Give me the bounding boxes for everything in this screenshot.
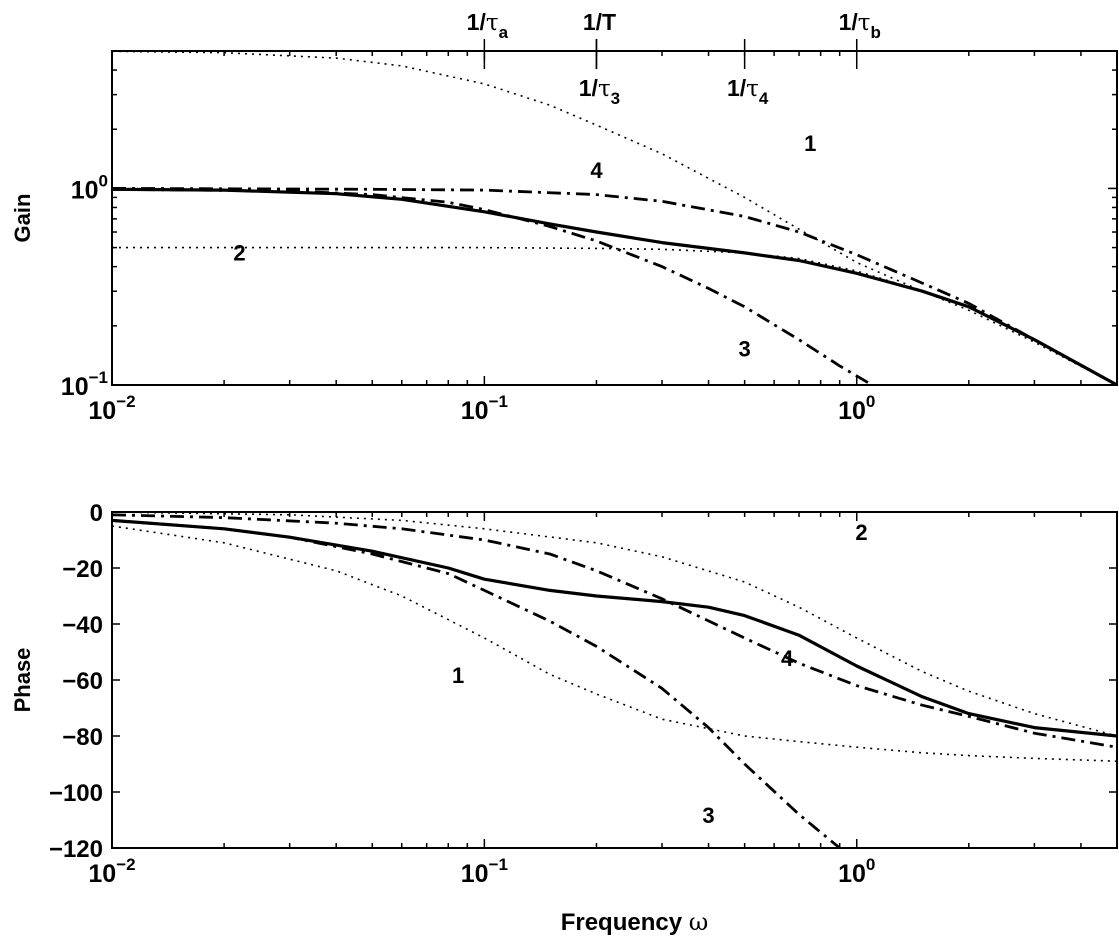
series-group [112,51,1117,385]
x-tick-label: 100 [838,855,875,888]
y-tick-label: −100 [49,780,103,807]
series-line-curve-4 [112,513,1117,749]
series-line-curve-2 [112,246,1117,385]
y-tick-label: 10−1 [61,368,108,401]
series-line-curve-2 [112,512,1117,737]
curve-label-4: 4 [781,646,794,671]
curve-label-3: 3 [702,803,714,828]
corner-frequency-label: 1/τb [839,9,881,42]
curve-label-3: 3 [739,336,751,361]
y-axis-label: Phase [10,648,35,713]
x-tick-label: 10−1 [461,392,508,425]
x-axis-label: Frequency ω [561,908,709,936]
curve-label-2: 2 [233,240,245,265]
y-axis-label: Gain [10,194,35,243]
x-tick-label: 10−2 [88,392,135,425]
corner-frequency-label: 1/τ4 [727,75,769,108]
curve-label-1: 1 [804,131,816,156]
corner-frequency-label: 1/T [583,9,616,35]
x-tick-label: 10−1 [461,855,508,888]
x-tick-label: 10−2 [88,855,135,888]
x-tick-label: 100 [838,392,875,425]
series-line-solid [112,518,1117,738]
y-tick-label: −40 [62,612,103,639]
y-tick-label: −20 [62,556,103,583]
series-group [112,512,1117,848]
curve-label-4: 4 [590,158,603,183]
y-tick-label: 100 [71,171,108,204]
curve-label-2: 2 [855,520,867,545]
series-line-curve-3 [112,187,873,385]
series-line-curve-1 [112,525,1117,762]
y-tick-label: −60 [62,668,103,695]
plot-frame [111,511,1118,849]
corner-frequency-label: 1/τ3 [579,75,620,108]
curve-label-1: 1 [452,663,464,688]
series-line-curve-1 [112,51,1117,385]
phase-panel: 10−2 10−1 100 0 −20 −40 −60 −80 −100 −120 Phase Fre… [10,500,1118,936]
y-tick-label: −80 [62,724,103,751]
series-line-solid [112,187,1117,385]
series-line-curve-3 [112,519,841,848]
corner-frequency-label: 1/τa [467,9,509,42]
y-tick-label: −120 [49,836,103,863]
y-tick-label: 0 [90,500,103,527]
plot-frame [111,50,1118,386]
series-line-curve-4 [112,187,1117,385]
